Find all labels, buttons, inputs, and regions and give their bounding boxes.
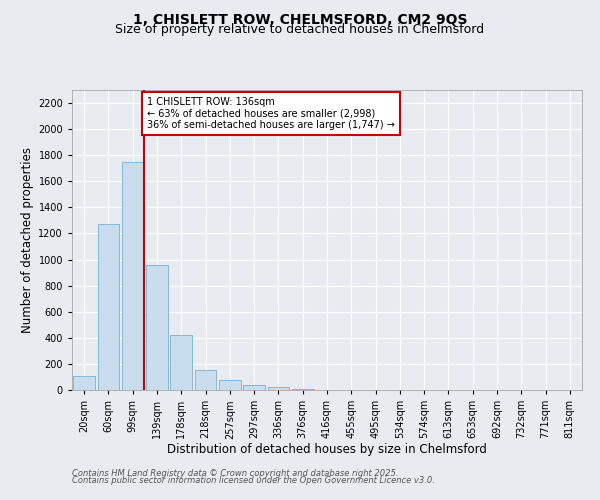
Text: 1, CHISLETT ROW, CHELMSFORD, CM2 9QS: 1, CHISLETT ROW, CHELMSFORD, CM2 9QS (133, 12, 467, 26)
Text: Contains public sector information licensed under the Open Government Licence v3: Contains public sector information licen… (72, 476, 435, 485)
Bar (146, 265, 168, 390)
Bar (73, 376, 95, 390)
Bar (219, 380, 241, 390)
Bar (194, 370, 217, 390)
X-axis label: Distribution of detached houses by size in Chelmsford: Distribution of detached houses by size … (167, 442, 487, 456)
Bar (122, 162, 143, 390)
Text: Contains HM Land Registry data © Crown copyright and database right 2025.: Contains HM Land Registry data © Crown c… (72, 468, 398, 477)
Text: Size of property relative to detached houses in Chelmsford: Size of property relative to detached ho… (115, 22, 485, 36)
Bar (170, 335, 192, 390)
Text: 1 CHISLETT ROW: 136sqm
← 63% of detached houses are smaller (2,998)
36% of semi-: 1 CHISLETT ROW: 136sqm ← 63% of detached… (147, 96, 395, 130)
Bar (97, 224, 119, 390)
Y-axis label: Number of detached properties: Number of detached properties (21, 147, 34, 333)
Bar (243, 385, 265, 390)
Bar (268, 388, 289, 390)
